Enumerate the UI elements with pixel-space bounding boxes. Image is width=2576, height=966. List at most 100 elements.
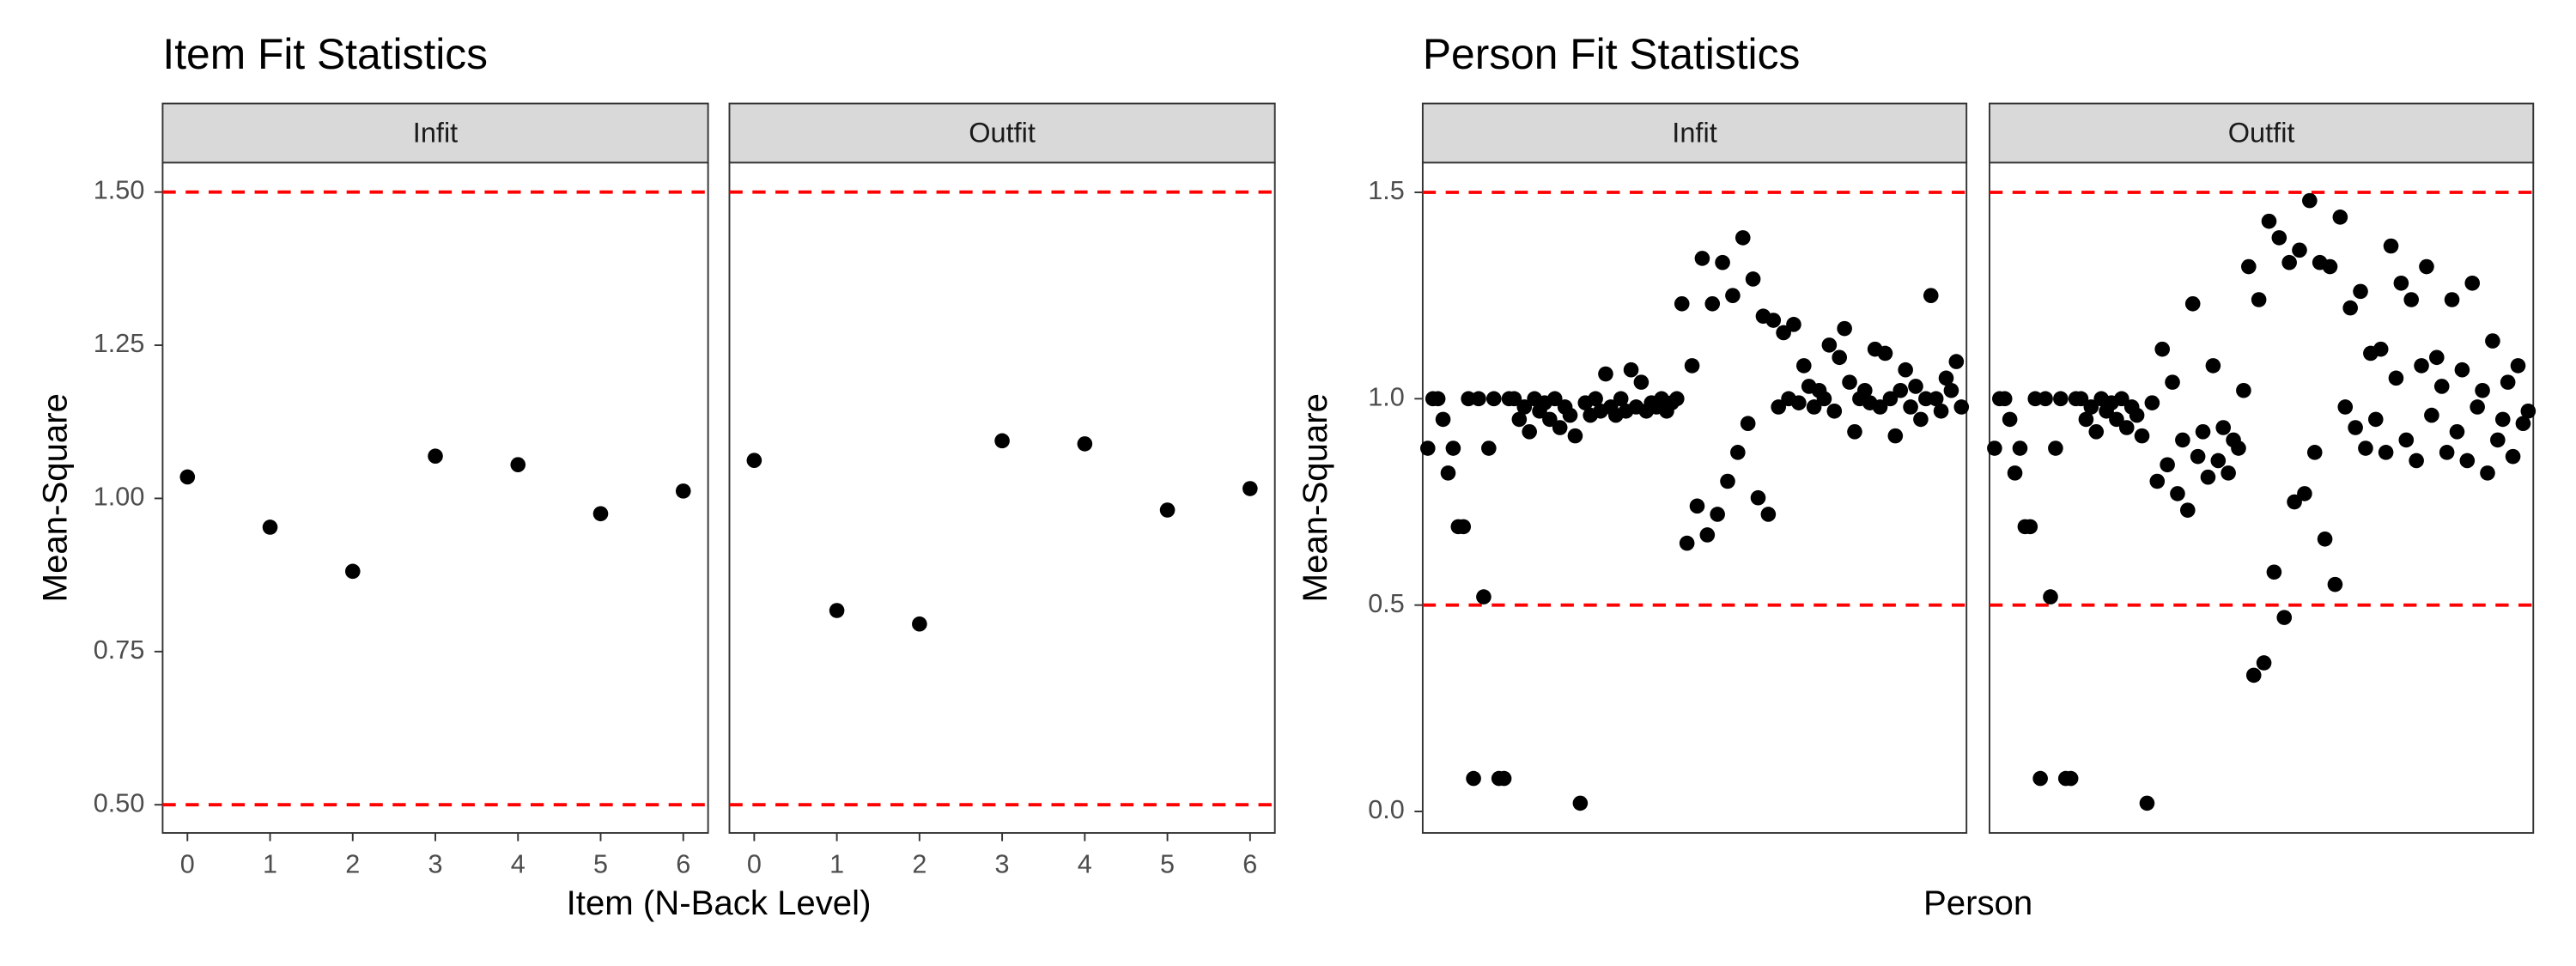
point <box>1588 391 1603 407</box>
point <box>1948 354 1965 369</box>
point <box>2414 358 2429 374</box>
point <box>1598 366 1613 382</box>
point <box>1689 498 1705 514</box>
panel <box>1989 161 2535 834</box>
point <box>2515 416 2531 431</box>
point <box>2245 667 2262 683</box>
point <box>1837 320 1852 337</box>
strip-label: Outfit <box>969 117 1036 148</box>
point <box>2109 411 2124 428</box>
point <box>2490 432 2506 448</box>
point <box>2144 395 2160 410</box>
point <box>1987 440 2002 456</box>
point <box>912 616 927 632</box>
point <box>1928 391 1944 407</box>
point <box>2302 192 2318 209</box>
point <box>2292 242 2307 258</box>
point <box>2306 445 2323 460</box>
point <box>2170 486 2185 501</box>
point <box>1953 399 1970 415</box>
chart-title: Item Fit Statistics <box>162 30 488 78</box>
y-axis-title: Mean-Square <box>36 393 75 602</box>
point <box>2433 379 2450 394</box>
point <box>2510 358 2526 374</box>
y-tick-label: 1.5 <box>1368 176 1405 205</box>
point <box>1159 502 1176 518</box>
point <box>1893 382 1909 398</box>
point <box>2261 213 2277 229</box>
strip-label: Infit <box>1672 117 1716 148</box>
point <box>2007 465 2023 481</box>
point <box>675 483 691 499</box>
point <box>1420 440 1436 456</box>
point <box>1725 288 1741 303</box>
point <box>2215 420 2232 435</box>
point <box>2520 403 2537 419</box>
panel <box>161 161 709 834</box>
point <box>2485 333 2500 349</box>
point <box>1786 317 1801 332</box>
point <box>1898 361 1913 378</box>
point <box>592 506 609 522</box>
point <box>1674 296 1690 312</box>
point <box>1720 473 1735 489</box>
point <box>1765 313 1782 328</box>
point <box>2398 432 2415 448</box>
point <box>2043 589 2058 605</box>
point <box>2200 469 2216 485</box>
point <box>2332 210 2348 225</box>
point <box>1933 403 1949 419</box>
point <box>2271 230 2287 246</box>
point <box>1552 420 1568 435</box>
point <box>2139 795 2155 811</box>
point <box>2403 292 2420 307</box>
panel <box>728 161 1276 834</box>
x-tick-label: 1 <box>263 849 277 878</box>
point <box>2470 399 2485 415</box>
point <box>2231 440 2246 456</box>
x-axis-title: Item (N-Back Level) <box>567 884 872 922</box>
point <box>2002 411 2018 428</box>
point <box>1669 391 1685 407</box>
point <box>2179 502 2196 518</box>
point <box>1745 271 1761 287</box>
point <box>510 457 526 472</box>
point <box>2500 374 2516 390</box>
point <box>1522 424 1537 440</box>
y-tick-label: 1.50 <box>94 176 145 205</box>
point <box>1776 325 1791 341</box>
x-tick-label: 2 <box>345 849 360 878</box>
point <box>2372 341 2389 357</box>
point <box>2383 238 2399 254</box>
point <box>2358 440 2373 456</box>
point <box>2251 292 2267 307</box>
point <box>1943 382 1959 398</box>
x-tick-label: 0 <box>747 849 762 878</box>
point <box>1572 795 1589 811</box>
point <box>1903 399 1918 415</box>
point <box>2342 300 2358 316</box>
point <box>1715 254 1730 270</box>
point <box>1872 399 1888 415</box>
point <box>1623 361 1639 378</box>
point <box>2073 391 2089 407</box>
point <box>428 448 443 464</box>
point <box>1806 399 1822 415</box>
point <box>2317 531 2333 547</box>
point <box>179 469 196 485</box>
point <box>1740 416 1756 431</box>
point <box>994 433 1010 449</box>
point <box>1455 519 1472 535</box>
point <box>1938 370 1954 386</box>
point <box>2190 448 2206 465</box>
point <box>2276 610 2293 625</box>
point <box>1546 391 1563 407</box>
point <box>1771 399 1786 415</box>
y-tick-label: 0.5 <box>1368 589 1405 618</box>
point <box>2429 349 2445 366</box>
point <box>1750 489 1766 506</box>
point <box>1913 411 1929 428</box>
chart-title: Person Fit Statistics <box>1423 30 1800 78</box>
point <box>1842 374 1857 390</box>
point <box>2378 445 2394 460</box>
